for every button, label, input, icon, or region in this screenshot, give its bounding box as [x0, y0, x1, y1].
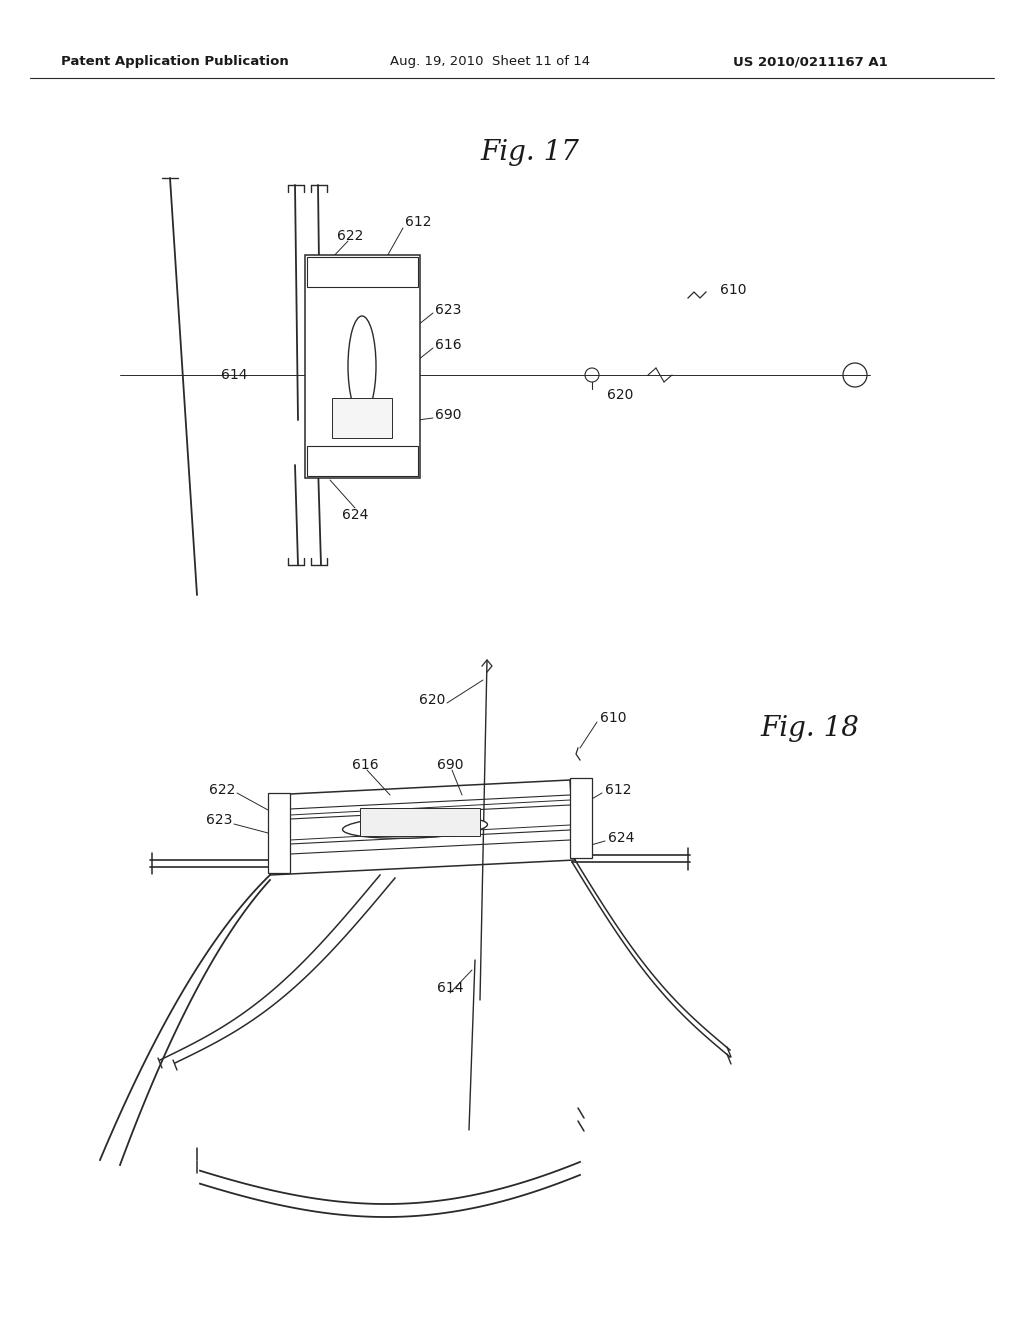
- Text: 623: 623: [206, 813, 232, 828]
- Text: US 2010/0211167 A1: US 2010/0211167 A1: [732, 55, 888, 69]
- Bar: [332, 399, 392, 438]
- Text: 616: 616: [435, 338, 462, 352]
- Bar: [570, 777, 592, 858]
- Text: 612: 612: [406, 215, 431, 228]
- Text: Patent Application Publication: Patent Application Publication: [61, 55, 289, 69]
- Text: 623: 623: [435, 304, 462, 317]
- Text: 690: 690: [437, 758, 463, 772]
- Bar: [307, 257, 418, 286]
- Ellipse shape: [348, 315, 376, 416]
- Text: 622: 622: [209, 783, 234, 797]
- Text: 620: 620: [607, 388, 633, 403]
- Text: 624: 624: [608, 832, 635, 845]
- Text: 612: 612: [605, 783, 632, 797]
- Bar: [268, 793, 290, 873]
- Text: 620: 620: [419, 693, 445, 708]
- Bar: [360, 808, 480, 836]
- Text: 622: 622: [337, 228, 364, 243]
- Text: 610: 610: [600, 711, 627, 725]
- Text: Aug. 19, 2010  Sheet 11 of 14: Aug. 19, 2010 Sheet 11 of 14: [390, 55, 590, 69]
- Ellipse shape: [343, 816, 487, 838]
- Text: 690: 690: [435, 408, 462, 422]
- Bar: [305, 255, 420, 478]
- Text: 614: 614: [221, 368, 248, 381]
- Text: 616: 616: [351, 758, 378, 772]
- Text: 610: 610: [720, 282, 746, 297]
- Bar: [307, 446, 418, 477]
- Text: 624: 624: [342, 508, 369, 521]
- Text: 614: 614: [437, 981, 463, 995]
- Text: Fig. 17: Fig. 17: [480, 139, 580, 165]
- Text: Fig. 18: Fig. 18: [761, 714, 859, 742]
